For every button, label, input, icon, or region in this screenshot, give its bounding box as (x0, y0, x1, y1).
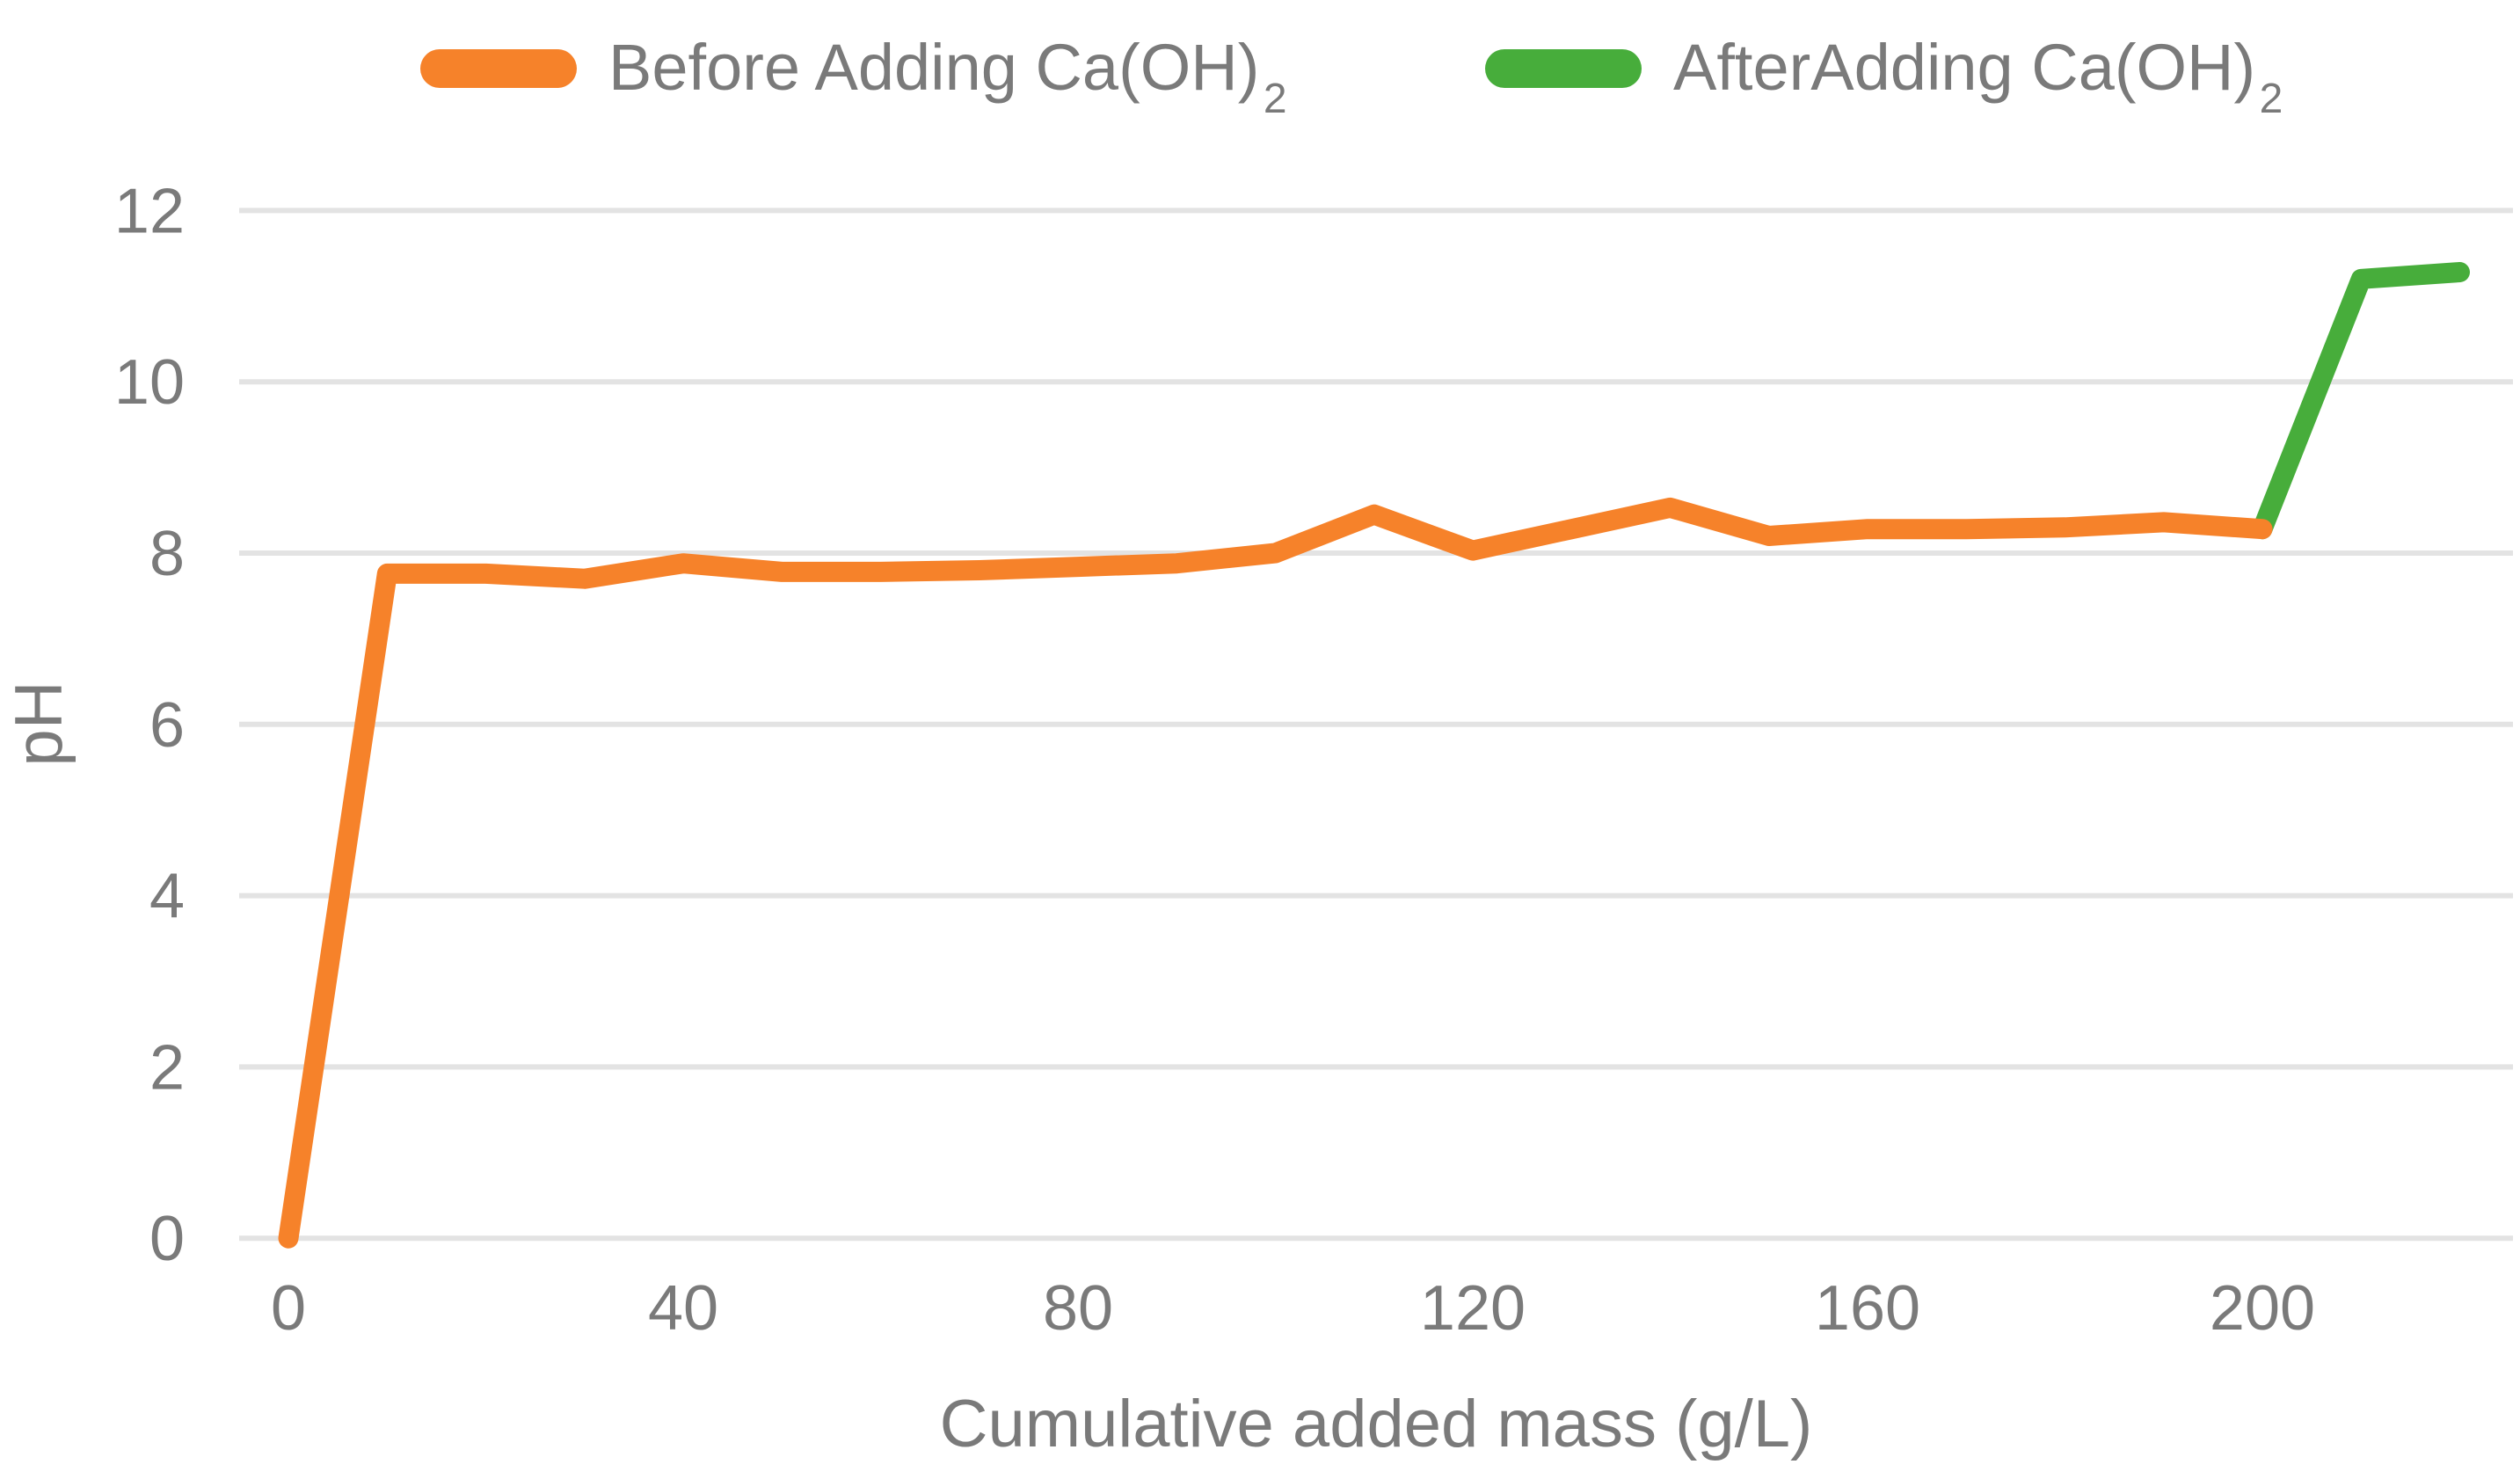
y-axis-tick-labels: 0 2 4 6 8 10 12 (114, 176, 185, 1274)
series-line-before (278, 497, 2273, 1249)
x-tick-label-120: 120 (1420, 1273, 1526, 1344)
x-tick-label-200: 200 (2210, 1273, 2315, 1344)
x-axis-title: Cumulative added mass (g/L) (940, 1387, 1813, 1461)
legend-item-before: Before Adding Ca(OH) 2 (420, 31, 1287, 122)
y-tick-label-0: 0 (149, 1204, 185, 1274)
x-tick-label-80: 80 (1043, 1273, 1113, 1344)
gridlines (239, 208, 2513, 1242)
legend-item-after: AfterAdding Ca(OH) 2 (1485, 31, 2283, 122)
y-tick-label-12: 12 (114, 176, 185, 246)
y-tick-label-4: 4 (149, 862, 185, 932)
x-tick-label-40: 40 (648, 1273, 718, 1344)
x-tick-label-160: 160 (1815, 1273, 1920, 1344)
series-line-after (2252, 262, 2470, 540)
legend-swatch-after-icon (1485, 49, 1642, 88)
y-tick-label-6: 6 (149, 690, 185, 761)
series-lines (278, 262, 2470, 1249)
legend-label-before: Before Adding Ca(OH) 2 (608, 31, 1287, 122)
x-tick-label-0: 0 (271, 1273, 306, 1344)
y-tick-label-2: 2 (149, 1032, 185, 1103)
legend-swatch-before-icon (420, 49, 577, 88)
legend: Before Adding Ca(OH) 2 AfterAdding Ca(OH… (420, 31, 2283, 122)
y-tick-label-8: 8 (149, 519, 185, 589)
legend-label-after: AfterAdding Ca(OH) 2 (1673, 31, 2283, 122)
y-axis-title: pH (2, 681, 76, 766)
x-axis-tick-labels: 0 40 80 120 160 200 (271, 1273, 2315, 1344)
y-tick-label-10: 10 (114, 347, 185, 418)
